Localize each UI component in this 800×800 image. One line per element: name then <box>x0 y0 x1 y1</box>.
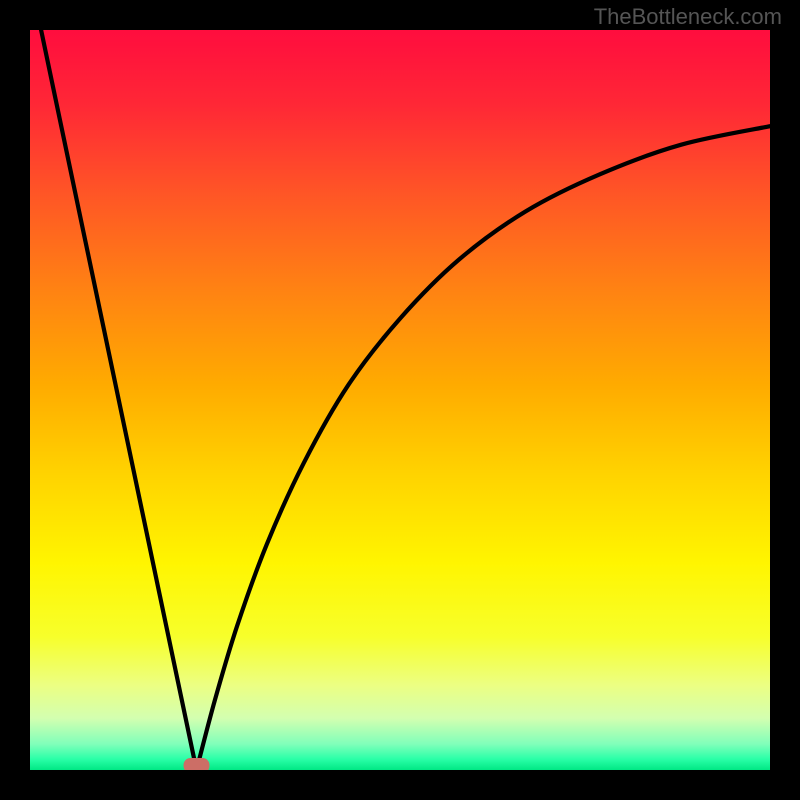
chart-container: TheBottleneck.com <box>0 0 800 800</box>
gradient-background <box>30 30 770 770</box>
bottleneck-curve-chart <box>0 0 800 800</box>
